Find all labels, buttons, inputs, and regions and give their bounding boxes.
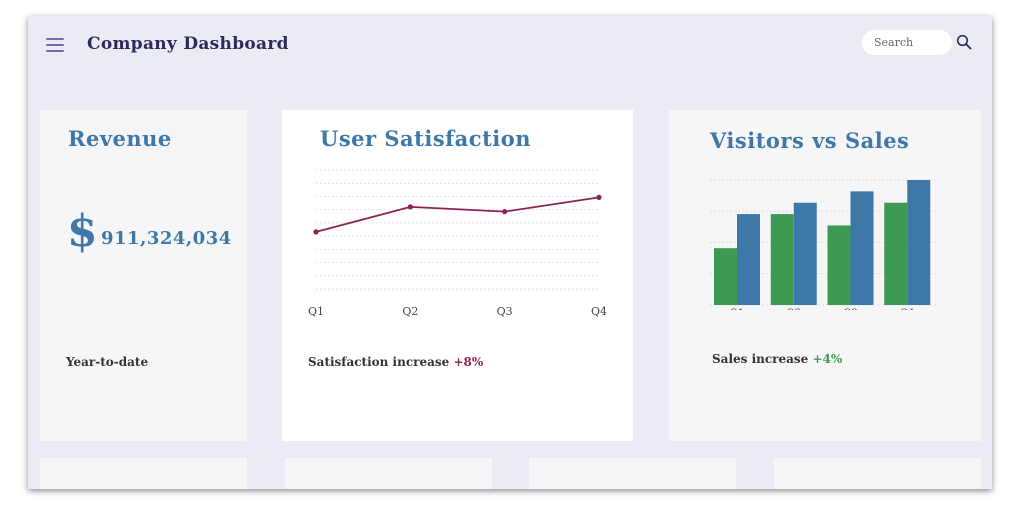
page-title: Company Dashboard [87,34,289,54]
bar [907,180,931,305]
revenue-card: Revenue $ 911,324,034 Year-to-date [40,110,247,441]
visitors-sales-card: Visitors vs Sales Q1 Q2 Q3 Q4 Sales increas… [669,110,981,441]
x-tick-label: Q2 [402,305,418,318]
placeholder-card-3 [529,458,736,489]
dashboard-window: Company Dashboard Revenue $ 911,324,034 … [28,16,992,489]
revenue-value: 911,324,034 [101,228,232,249]
data-point [313,229,319,235]
data-point [596,194,602,200]
x-tick-label: Q4 [591,305,607,318]
satisfaction-line-chart: Q1 Q2 Q3 Q4 [308,169,607,318]
data-point [407,204,413,210]
bar [827,225,851,305]
satisfaction-caption-label: Satisfaction increase [308,355,450,369]
satisfaction-change-badge: +8% [453,355,484,369]
search-icon[interactable] [956,34,972,50]
bar [884,202,908,305]
placeholder-card-1 [40,458,247,489]
x-tick-label: Q3 [843,308,858,310]
placeholder-card-2 [285,458,492,489]
bar [793,202,817,305]
visitors-sales-caption-label: Sales increase [712,352,809,366]
dollar-icon: $ [67,206,98,257]
placeholder-card-4 [774,458,981,489]
visitors-sales-change-badge: +4% [812,352,843,366]
revenue-title: Revenue [68,126,172,151]
hamburger-menu-icon[interactable] [46,38,64,53]
bar [737,214,760,305]
x-tick-label: Q3 [497,305,513,318]
x-tick-label: Q4 [900,308,915,310]
x-tick-label: Q1 [308,305,324,318]
satisfaction-title: User Satisfaction [320,126,532,151]
revenue-caption: Year-to-date [66,355,149,369]
visitors-sales-bar-chart: Q1 Q2 Q3 Q4 [710,179,937,310]
visitors-sales-caption: Sales increase +4% [712,352,842,366]
data-point [502,209,508,215]
bar [714,248,737,305]
satisfaction-card: User Satisfaction Q1 Q2 Q3 Q4 Satisfaction … [282,110,633,441]
x-tick-label: Q2 [786,308,801,310]
search-input[interactable] [862,30,952,55]
satisfaction-caption: Satisfaction increase +8% [308,355,483,369]
visitors-sales-title: Visitors vs Sales [710,128,910,153]
series-line [315,196,600,233]
bar [770,214,794,305]
x-tick-label: Q1 [730,308,745,310]
bar [850,191,874,305]
